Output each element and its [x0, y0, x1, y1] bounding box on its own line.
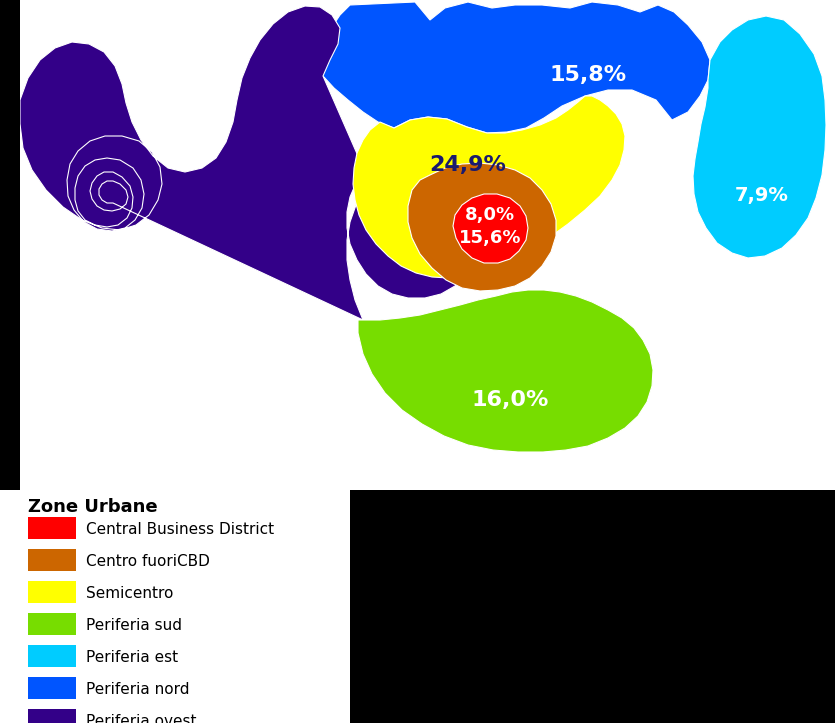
Polygon shape — [353, 96, 625, 278]
Text: 11,7%: 11,7% — [181, 281, 249, 299]
Text: Semicentro: Semicentro — [86, 586, 174, 602]
Bar — [28, 677, 76, 699]
Text: Centro fuoriCBD: Centro fuoriCBD — [86, 555, 210, 570]
Polygon shape — [453, 194, 528, 263]
Text: 24,9%: 24,9% — [429, 155, 507, 175]
Bar — [28, 517, 76, 539]
Text: 15,8%: 15,8% — [549, 65, 626, 85]
Bar — [28, 645, 76, 667]
Text: Periferia ovest: Periferia ovest — [86, 714, 196, 723]
Text: 7,9%: 7,9% — [735, 186, 789, 205]
Text: 16,0%: 16,0% — [471, 390, 549, 410]
Bar — [28, 549, 76, 571]
Polygon shape — [408, 163, 556, 291]
Polygon shape — [693, 16, 826, 258]
Bar — [28, 613, 76, 635]
Text: 8,0%: 8,0% — [465, 206, 515, 224]
Text: Periferia nord: Periferia nord — [86, 683, 190, 698]
Bar — [28, 581, 76, 603]
Bar — [28, 709, 76, 723]
Polygon shape — [358, 290, 653, 452]
Text: Central Business District: Central Business District — [86, 523, 274, 537]
Text: Periferia est: Periferia est — [86, 651, 178, 665]
Text: Periferia sud: Periferia sud — [86, 618, 182, 633]
Bar — [0, 0, 20, 490]
Polygon shape — [20, 6, 484, 320]
Text: 15,6%: 15,6% — [458, 229, 521, 247]
Text: Zone Urbane: Zone Urbane — [28, 498, 158, 516]
Bar — [350, 490, 835, 723]
Polygon shape — [316, 2, 710, 133]
